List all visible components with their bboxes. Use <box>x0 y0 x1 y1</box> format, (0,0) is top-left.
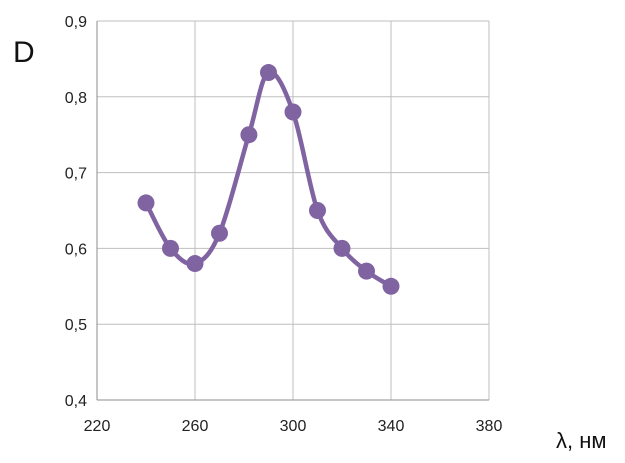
y-tick-label: 0,9 <box>65 14 87 31</box>
data-point <box>382 277 400 295</box>
data-point <box>162 239 179 257</box>
series-line <box>143 69 394 289</box>
x-tick-label: 380 <box>476 418 503 435</box>
x-tick-label: 300 <box>280 418 307 435</box>
data-point <box>260 64 277 82</box>
y-tick-label: 0,5 <box>65 317 87 334</box>
x-tick-label: 220 <box>84 418 111 435</box>
x-axis-title: λ, нм <box>556 428 607 453</box>
y-axis-title: D <box>13 36 35 69</box>
data-point <box>358 262 375 280</box>
x-tick-label: 340 <box>378 418 405 435</box>
grid <box>96 20 490 401</box>
x-tick-label: 260 <box>182 418 209 435</box>
data-point <box>137 194 155 212</box>
data-point <box>240 126 258 144</box>
data-point <box>333 239 351 257</box>
y-tick-label: 0,8 <box>65 90 87 107</box>
y-tick-label: 0,4 <box>65 393 87 410</box>
data-point <box>284 103 302 121</box>
series <box>137 64 400 295</box>
data-point <box>186 255 204 273</box>
tick-labels: 0,4 0,5 0,6 0,7 0,8 0,9 220 260 300 340 380 <box>65 14 503 435</box>
data-point <box>211 224 228 242</box>
axes <box>96 21 489 401</box>
y-tick-label: 0,6 <box>65 241 87 258</box>
data-point <box>309 202 326 219</box>
y-tick-label: 0,7 <box>65 166 87 183</box>
